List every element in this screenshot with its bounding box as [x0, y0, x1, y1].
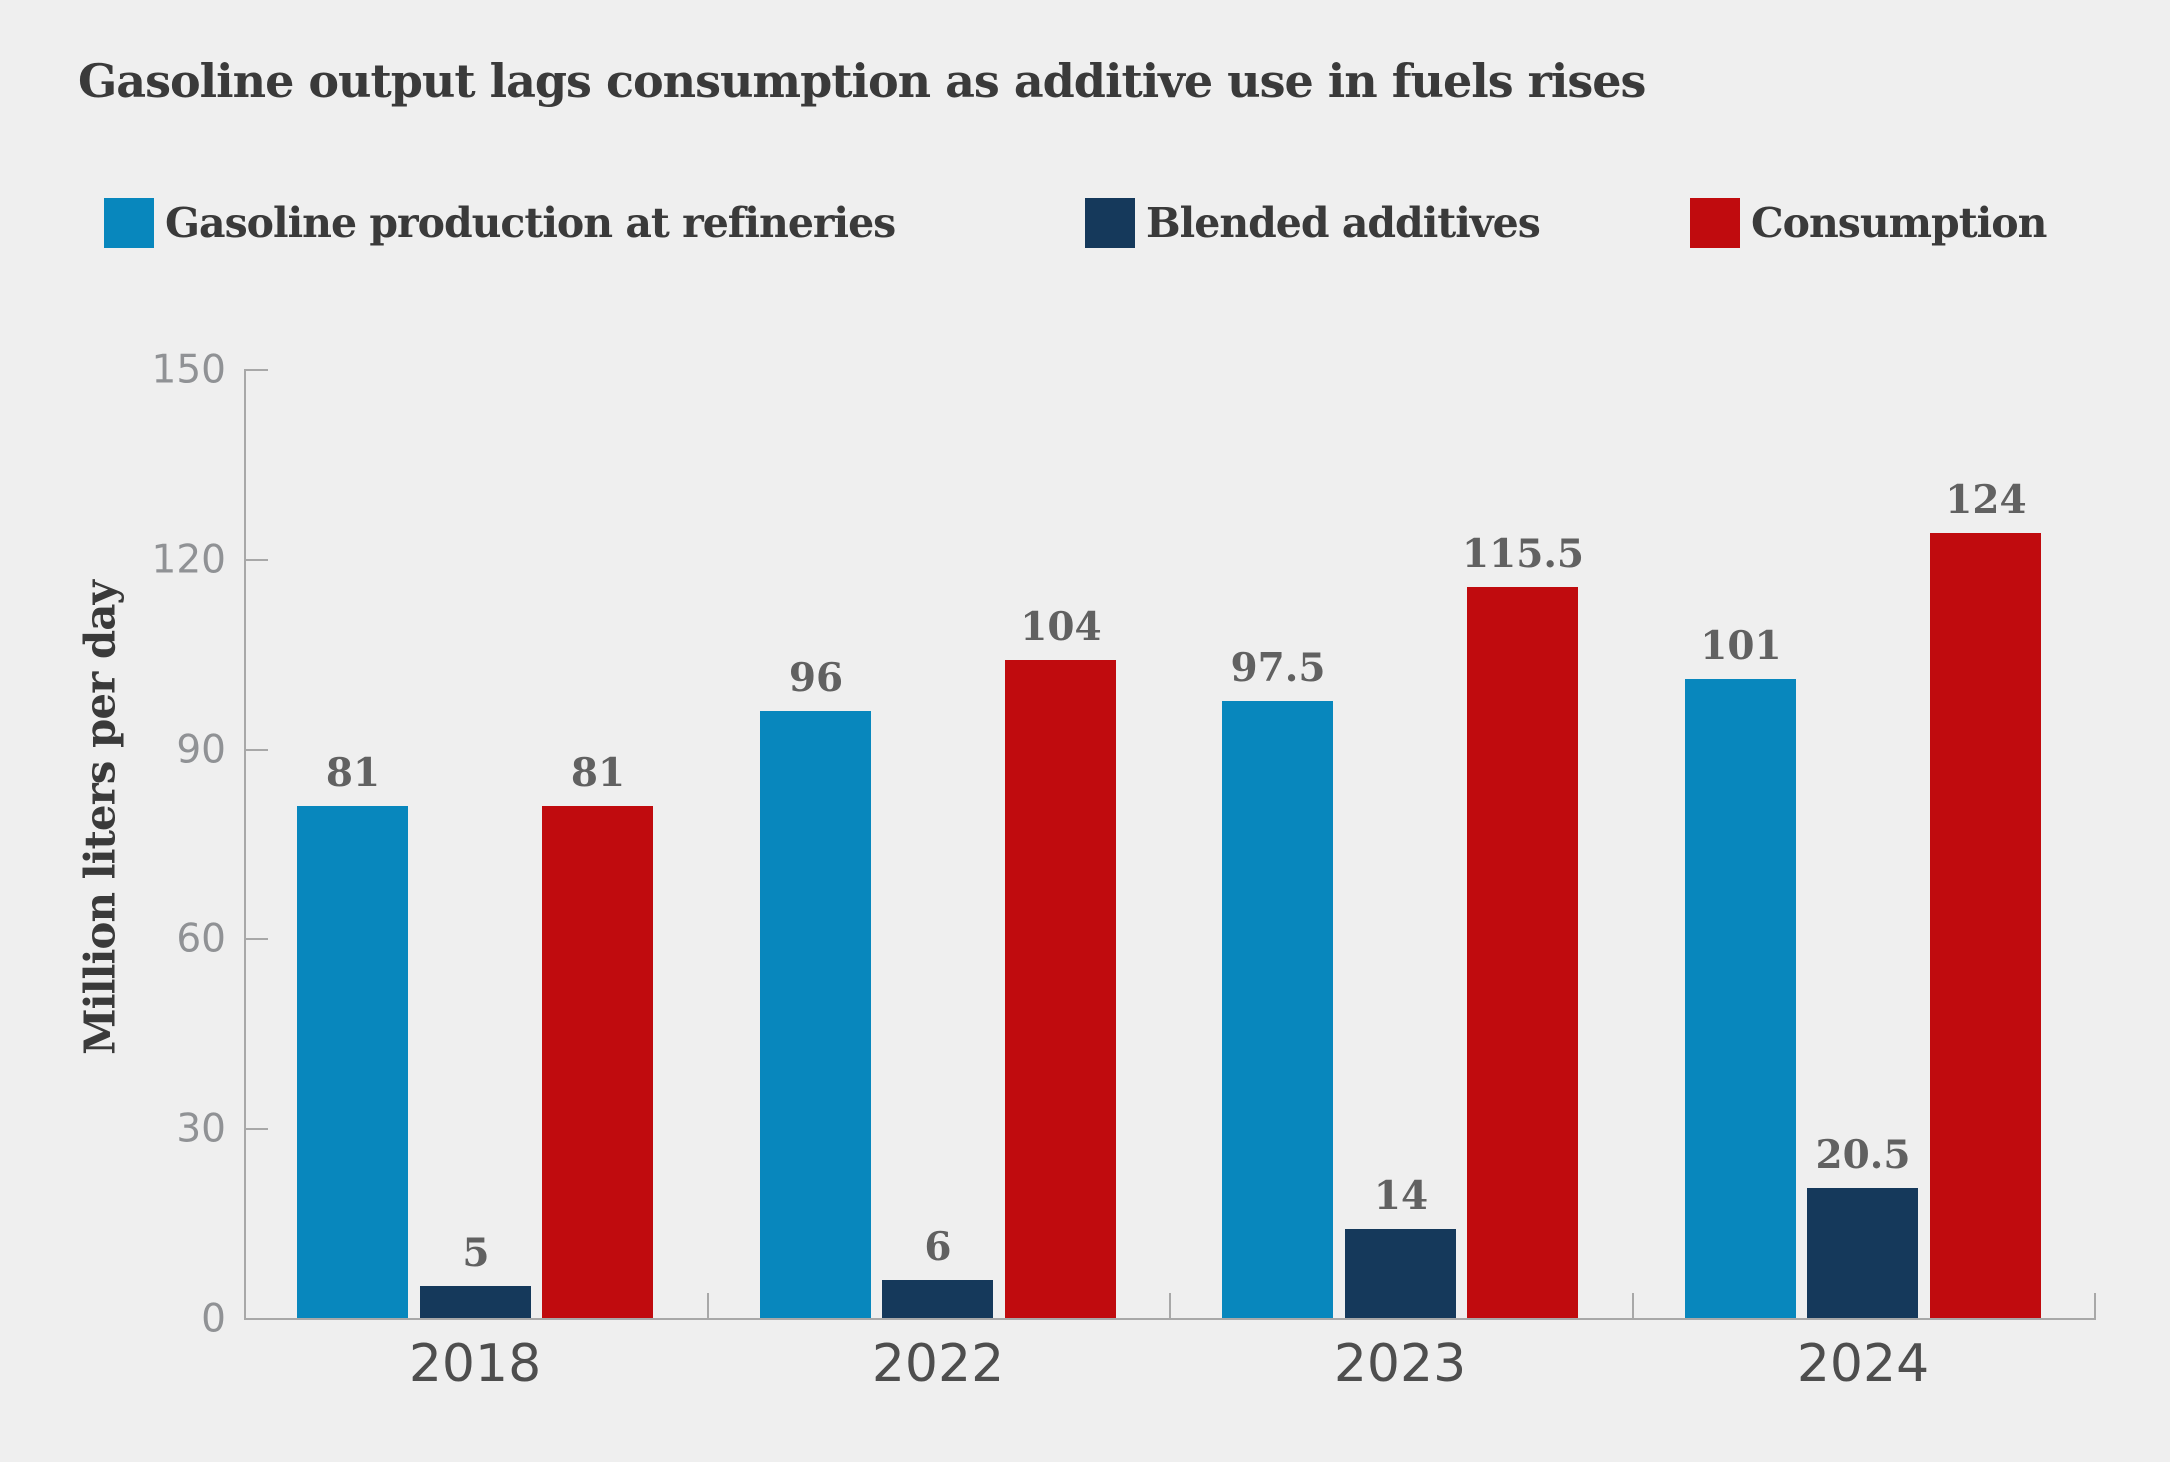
bar-consumption-2022 — [1005, 660, 1116, 1318]
x-tick-2 — [1169, 1293, 1171, 1318]
value-label-consumption-2022: 104 — [1020, 604, 1102, 650]
x-tick-4 — [2094, 1293, 2096, 1318]
bar-additives-2022 — [882, 1280, 993, 1318]
bar-additives-2018 — [420, 1286, 531, 1318]
bar-consumption-2024 — [1930, 533, 2041, 1318]
legend-swatch-production — [104, 198, 154, 248]
y-tick-30 — [244, 1128, 268, 1130]
legend-label-consumption: Consumption — [1751, 199, 2047, 247]
y-tick-label-150: 150 — [151, 347, 226, 393]
y-tick-150 — [244, 369, 268, 371]
x-tick-3 — [1632, 1293, 1634, 1318]
y-tick-label-120: 120 — [151, 537, 226, 583]
x-tick-label-2023: 2023 — [1333, 1334, 1467, 1394]
bar-consumption-2018 — [542, 806, 653, 1318]
bar-production-2018 — [297, 806, 408, 1318]
bar-production-2022 — [760, 711, 871, 1318]
bar-production-2024 — [1685, 679, 1796, 1318]
value-label-production-2018: 81 — [325, 750, 381, 796]
chart-title: Gasoline output lags consumption as addi… — [78, 54, 1646, 108]
value-label-consumption-2024: 124 — [1945, 477, 2027, 523]
x-tick-1 — [707, 1293, 709, 1318]
y-tick-120 — [244, 559, 268, 561]
legend-swatch-additives — [1085, 198, 1135, 248]
bar-additives-2024 — [1807, 1188, 1918, 1318]
value-label-additives-2022: 6 — [924, 1224, 952, 1270]
y-tick-label-60: 60 — [176, 916, 226, 962]
value-label-production-2022: 96 — [788, 655, 844, 701]
legend-swatch-consumption — [1690, 198, 1740, 248]
value-label-production-2023: 97.5 — [1230, 645, 1326, 691]
value-label-additives-2024: 20.5 — [1815, 1132, 1911, 1178]
x-tick-label-2024: 2024 — [1796, 1334, 1930, 1394]
x-axis-line — [244, 1318, 2096, 1320]
y-axis-title: Million liters per day — [75, 581, 125, 1055]
y-tick-90 — [244, 749, 268, 751]
x-tick-label-2022: 2022 — [871, 1334, 1005, 1394]
legend-label-production: Gasoline production at refineries — [165, 199, 896, 247]
legend-item-consumption: Consumption — [1690, 198, 2047, 248]
legend-label-additives: Blended additives — [1146, 199, 1541, 247]
x-tick-label-2018: 2018 — [408, 1334, 542, 1394]
legend-item-production: Gasoline production at refineries — [104, 198, 896, 248]
value-label-additives-2023: 14 — [1373, 1173, 1429, 1219]
legend-item-additives: Blended additives — [1085, 198, 1541, 248]
bar-additives-2023 — [1345, 1229, 1456, 1318]
y-tick-label-30: 30 — [176, 1106, 226, 1152]
y-axis-line — [244, 369, 246, 1320]
value-label-consumption-2018: 81 — [570, 750, 626, 796]
y-tick-label-90: 90 — [176, 727, 226, 773]
y-tick-label-0: 0 — [201, 1296, 226, 1342]
bar-consumption-2023 — [1467, 587, 1578, 1318]
value-label-production-2024: 101 — [1700, 623, 1782, 669]
bar-production-2023 — [1222, 701, 1333, 1318]
value-label-additives-2018: 5 — [462, 1230, 490, 1276]
value-label-consumption-2023: 115.5 — [1461, 531, 1585, 577]
y-tick-60 — [244, 938, 268, 940]
